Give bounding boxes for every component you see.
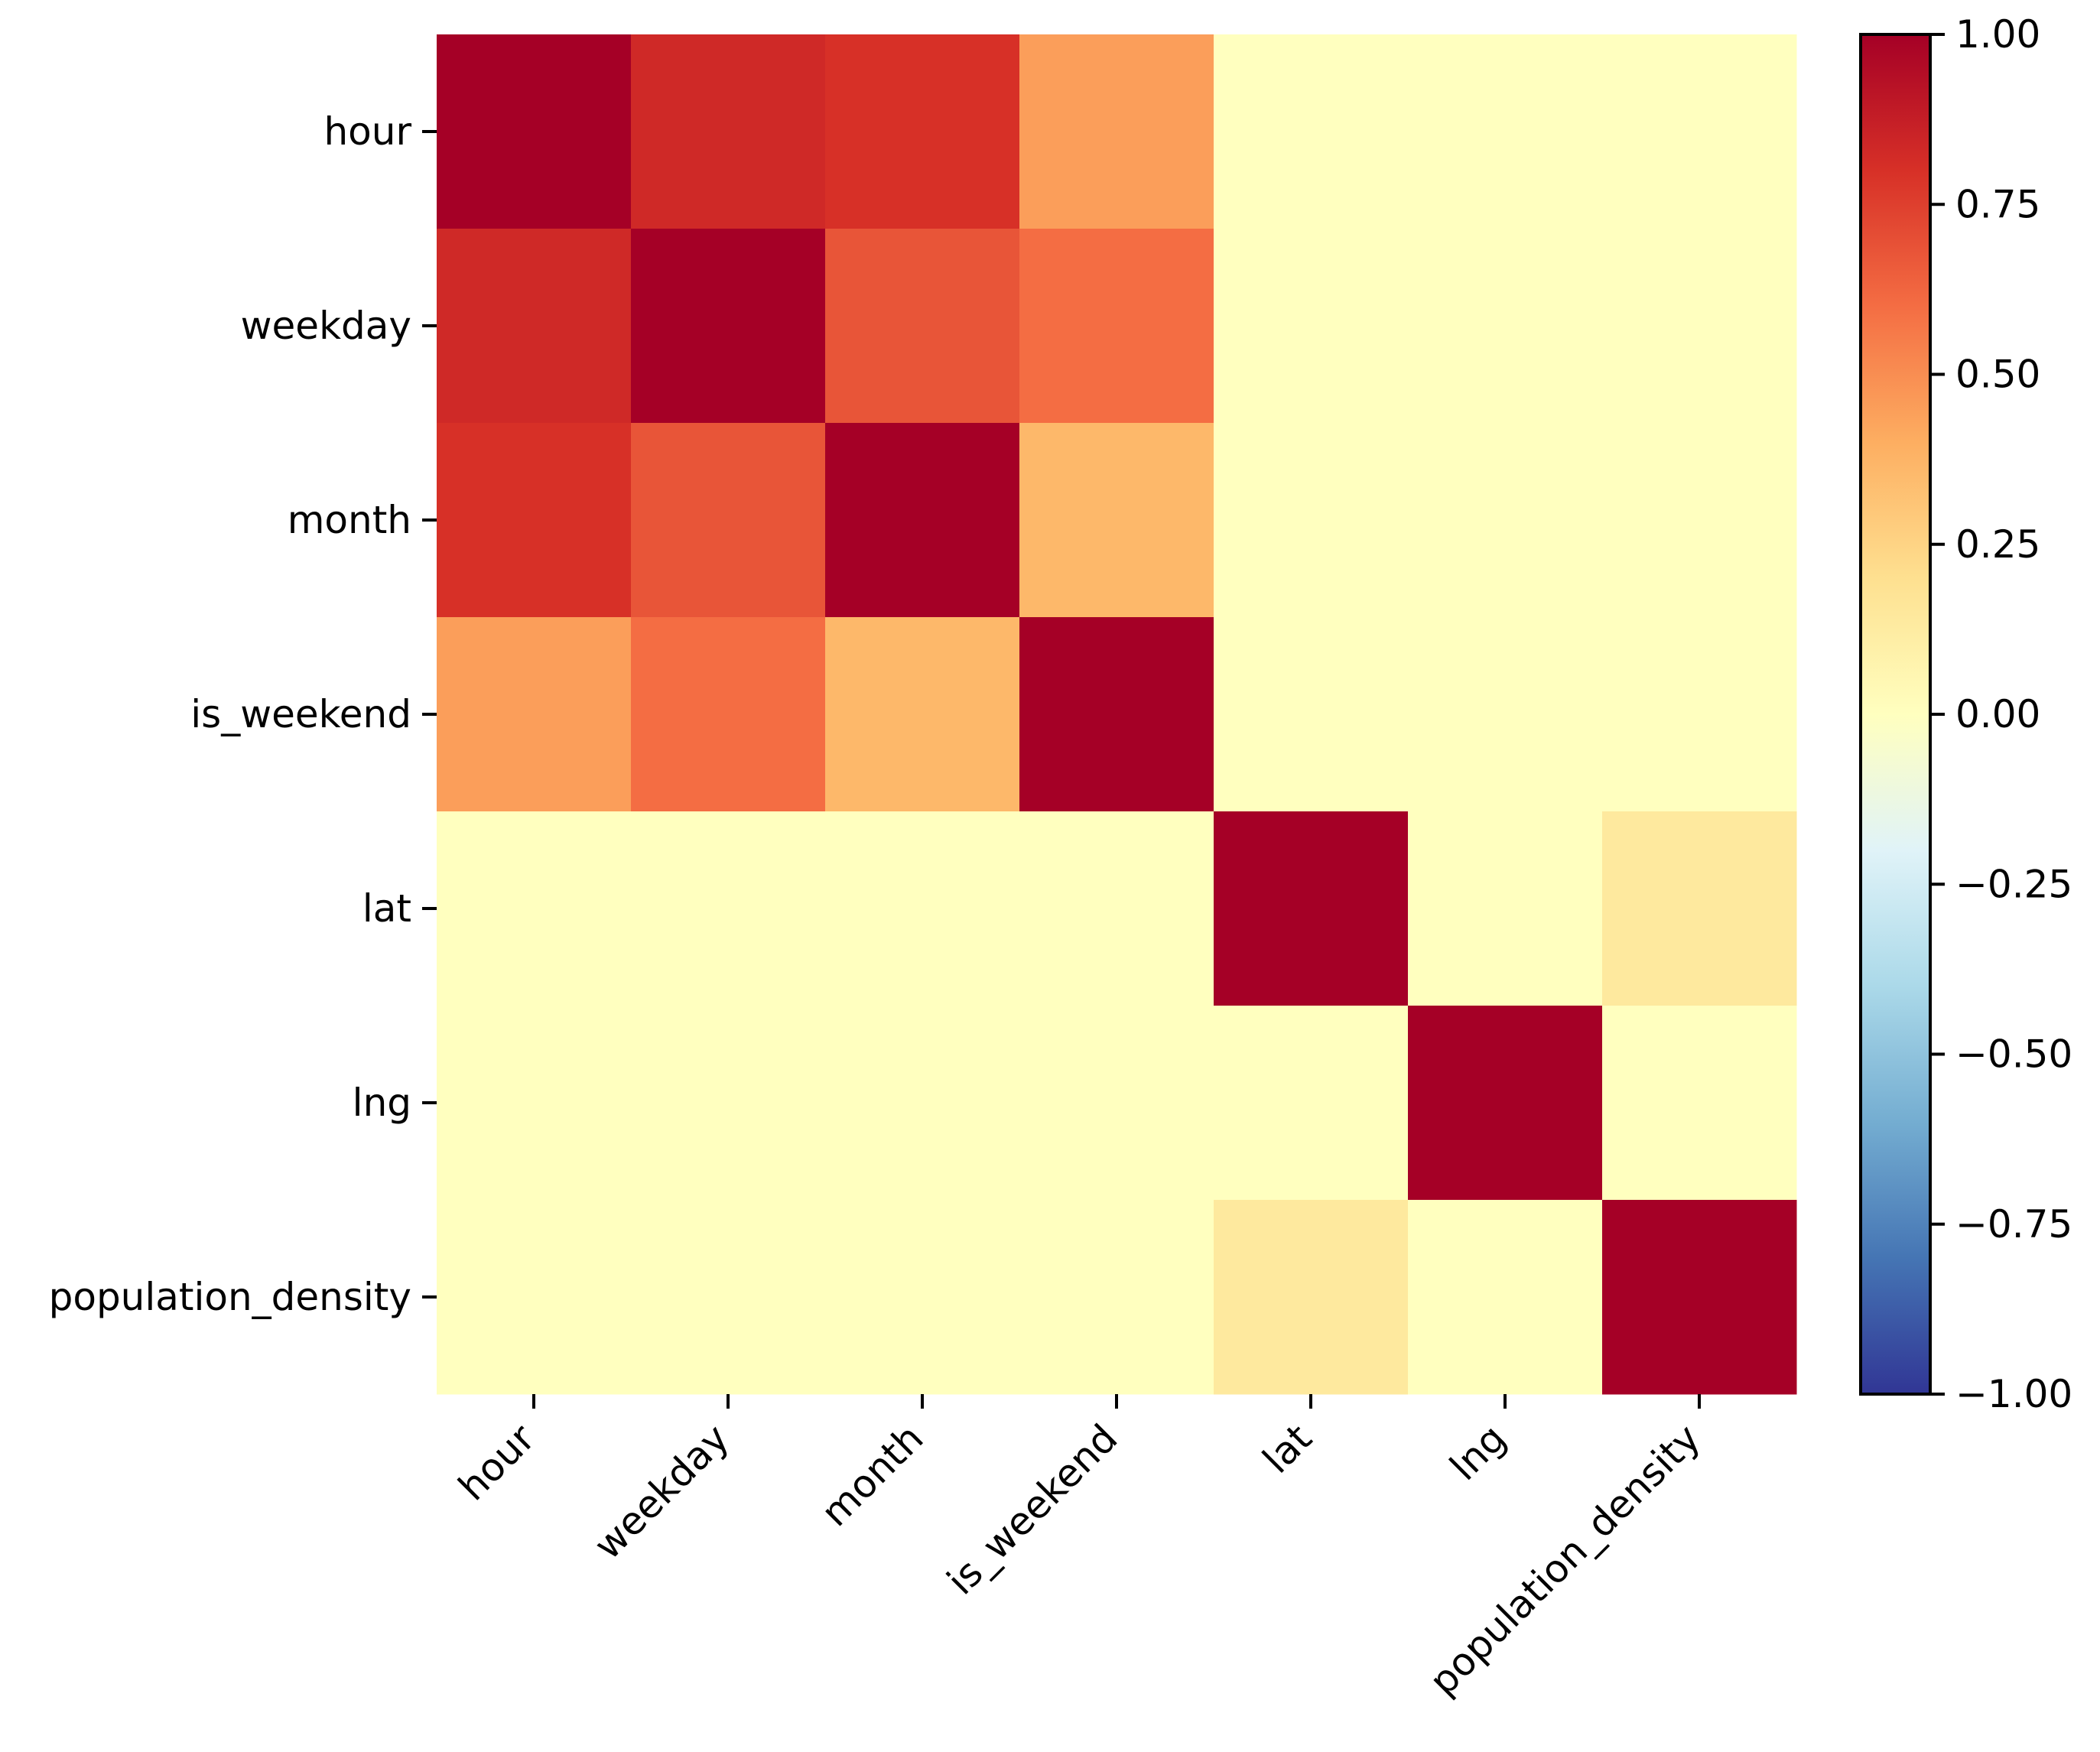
colorbar-tick-label: −0.25 — [1955, 862, 2072, 906]
heatmap-cell — [1602, 34, 1797, 229]
heatmap-cell — [1602, 229, 1797, 424]
colorbar-tick-label: 0.00 — [1955, 692, 2040, 736]
heatmap-cell — [1214, 229, 1409, 424]
heatmap-cell — [437, 1006, 632, 1201]
y-tick-label: lat — [362, 886, 411, 931]
colorbar-tick-label: 1.00 — [1955, 12, 2040, 57]
colorbar-tick-label: −1.00 — [1955, 1372, 2072, 1416]
x-tick-label: is_weekend — [938, 1416, 1126, 1603]
heatmap-cell — [1602, 1006, 1797, 1201]
heatmap-cell — [631, 34, 826, 229]
heatmap-cell — [437, 423, 632, 618]
x-tick-label: weekday — [586, 1416, 738, 1568]
heatmap-cell — [1214, 423, 1409, 618]
x-tick-label: lat — [1254, 1416, 1320, 1481]
heatmap-cell — [1214, 34, 1409, 229]
heatmap-cell — [437, 229, 632, 424]
heatmap-cell — [825, 1200, 1020, 1395]
y-tick-label: month — [288, 498, 411, 542]
colorbar-tick-label: 0.25 — [1955, 522, 2040, 567]
x-tick-label: lng — [1442, 1416, 1515, 1489]
heatmap-cell — [631, 1006, 826, 1201]
heatmap-cell — [1408, 34, 1603, 229]
heatmap-cell — [1019, 617, 1214, 812]
heatmap-cell — [1408, 423, 1603, 618]
heatmap-cell — [437, 617, 632, 812]
colorbar-tick-label: 0.50 — [1955, 353, 2040, 397]
heatmap-cell — [1408, 617, 1603, 812]
y-tick-label: lng — [353, 1081, 411, 1125]
y-tick-label: hour — [323, 109, 411, 154]
heatmap-cell — [1214, 1006, 1409, 1201]
heatmap-cell — [1019, 1200, 1214, 1395]
y-tick-label: population_density — [49, 1275, 411, 1319]
colorbar: 1.00 0.75 0.50 0.25 0.00 −0.25 −0.50 −0.75 −1.00 — [1859, 12, 2072, 1416]
heatmap-cell — [1602, 423, 1797, 618]
heatmap-cell — [825, 617, 1020, 812]
heatmap-cell — [1019, 229, 1214, 424]
heatmap-cell — [825, 423, 1020, 618]
heatmap-cell — [631, 617, 826, 812]
heatmap-cell — [1214, 1200, 1409, 1395]
heatmap-cell — [1602, 617, 1797, 812]
heatmap-cell — [1019, 423, 1214, 618]
heatmap-cell — [437, 34, 632, 229]
heatmap-cell — [1214, 811, 1409, 1006]
heatmap-cell — [1602, 811, 1797, 1006]
heatmap-cell — [1019, 811, 1214, 1006]
heatmap-cell — [1214, 617, 1409, 812]
colorbar-tick-label: −0.50 — [1955, 1032, 2072, 1077]
x-axis: hour weekday month is_weekend lat lngpopulati… — [450, 1394, 1708, 1704]
y-tick-label: weekday — [241, 304, 411, 348]
heatmap-cell — [1408, 1200, 1603, 1395]
heatmap-cell — [631, 423, 826, 618]
heatmap-cell — [631, 229, 826, 424]
heatmap-cell — [825, 1006, 1020, 1201]
colorbar-tick-label: −0.75 — [1955, 1202, 2072, 1247]
heatmap-cells — [437, 34, 1797, 1395]
x-tick-label: month — [813, 1416, 932, 1535]
colorbar-gradient — [1859, 33, 1932, 1396]
heatmap-cell — [437, 1200, 632, 1395]
heatmap-cell — [1019, 34, 1214, 229]
heatmap-cell — [1602, 1200, 1797, 1395]
heatmap-cell — [1408, 811, 1603, 1006]
x-tick-label: hour — [450, 1416, 543, 1509]
heatmap-cell — [437, 811, 632, 1006]
colorbar-tick-label: 0.75 — [1955, 182, 2040, 226]
y-tick-label: is_weekend — [190, 692, 411, 736]
heatmap-cell — [1408, 1006, 1603, 1201]
colorbar-ticks: 1.00 0.75 0.50 0.25 0.00 −0.25 −0.50 −0.75 −1.00 — [1930, 12, 2072, 1416]
heatmap-cell — [631, 1200, 826, 1395]
heatmap-cell — [631, 811, 826, 1006]
heatmap-cell — [1408, 229, 1603, 424]
heatmap-cell — [825, 34, 1020, 229]
heatmap-cell — [1019, 1006, 1214, 1201]
heatmap-cell — [825, 229, 1020, 424]
heatmap-cell — [825, 811, 1020, 1006]
